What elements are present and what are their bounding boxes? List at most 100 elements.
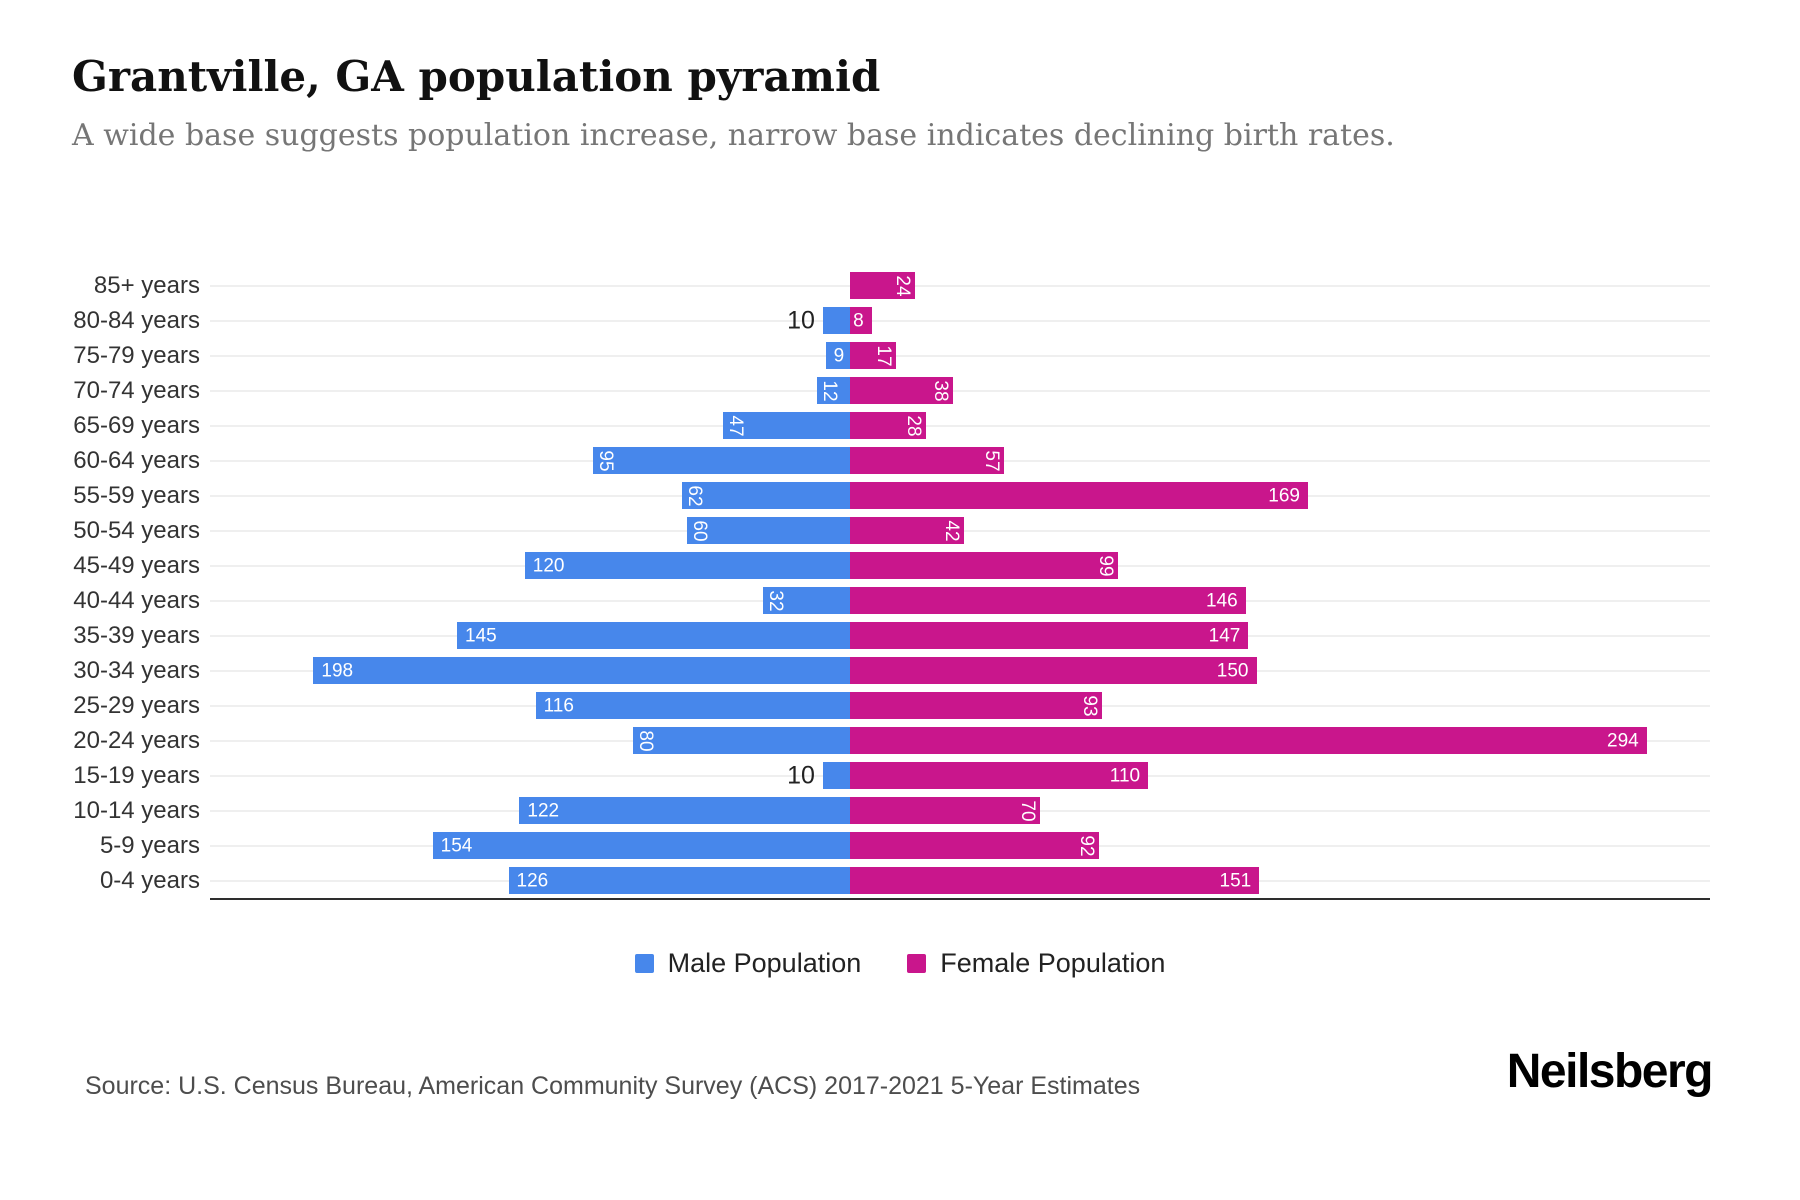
row-plot-area: 9 17: [210, 338, 1710, 373]
age-group-label: 30-34 years: [73, 656, 200, 684]
female-bar: 28: [850, 412, 926, 439]
female-bar-value: 110: [1109, 765, 1141, 786]
male-bar-value: 122: [527, 800, 560, 821]
row-plot-area: 116 93: [210, 688, 1710, 723]
male-bar: 198: [313, 657, 850, 684]
female-bar-value: 28: [902, 414, 924, 437]
male-bar-value-outside: 10: [787, 306, 815, 334]
male-bar: 95: [592, 447, 850, 474]
female-bar: 151: [850, 867, 1260, 894]
male-bar: 122: [519, 797, 850, 824]
age-row: 85+ years 24: [72, 268, 1710, 303]
female-bar-value: 151: [1219, 870, 1252, 891]
male-bar: 9: [825, 342, 850, 369]
age-row: 45-49 years 120 99: [72, 548, 1710, 583]
female-bar: 92: [850, 832, 1100, 859]
page-title: Grantville, GA population pyramid: [72, 52, 881, 101]
row-plot-area: 80 294: [210, 723, 1710, 758]
female-bar-value: 146: [1205, 590, 1238, 611]
female-bar: 147: [850, 622, 1249, 649]
source-attribution: Source: U.S. Census Bureau, American Com…: [85, 1072, 1141, 1100]
age-row: 30-34 years 198 150: [72, 653, 1710, 688]
row-plot-area: 60 42: [210, 513, 1710, 548]
male-bar-value: 198: [321, 660, 354, 681]
legend-item-male: Male Population: [634, 948, 862, 979]
male-bar-value: 32: [765, 589, 787, 612]
gridline: [210, 389, 1710, 392]
female-bar-value: 147: [1208, 625, 1241, 646]
age-row: 65-69 years 47 28: [72, 408, 1710, 443]
row-plot-area: 12 38: [210, 373, 1710, 408]
age-group-label: 70-74 years: [73, 376, 200, 404]
age-group-label: 35-39 years: [73, 621, 200, 649]
age-row: 55-59 years 62 169: [72, 478, 1710, 513]
female-bar-value: 99: [1095, 554, 1117, 577]
male-bar: 126: [508, 867, 850, 894]
age-group-label: 10-14 years: [73, 796, 200, 824]
male-bar: 62: [681, 482, 850, 509]
row-plot-area: 145 147: [210, 618, 1710, 653]
row-plot-area: 10 110: [210, 758, 1710, 793]
female-bar: 42: [850, 517, 964, 544]
male-bar: 12: [817, 377, 850, 404]
male-bar-value: 126: [516, 870, 549, 891]
age-group-label: 40-44 years: [73, 586, 200, 614]
age-group-label: 50-54 years: [73, 516, 200, 544]
age-group-label: 45-49 years: [73, 551, 200, 579]
female-bar: 38: [850, 377, 953, 404]
age-row: 25-29 years 116 93: [72, 688, 1710, 723]
male-bar-value: 120: [532, 555, 565, 576]
age-group-label: 60-64 years: [73, 446, 200, 474]
row-plot-area: 24: [210, 268, 1710, 303]
female-bar: 8: [850, 307, 872, 334]
row-plot-area: 32 146: [210, 583, 1710, 618]
male-bar: [822, 762, 850, 789]
age-group-label: 55-59 years: [73, 481, 200, 509]
female-bar-value: 169: [1268, 485, 1300, 506]
gridline: [210, 354, 1710, 357]
female-bar: 57: [850, 447, 1005, 474]
age-row: 70-74 years 12 38: [72, 373, 1710, 408]
male-bar-value: 116: [543, 695, 574, 716]
female-bar-value: 17: [872, 344, 894, 367]
age-group-label: 0-4 years: [99, 866, 200, 894]
female-bar: 110: [850, 762, 1149, 789]
male-bar-value-outside: 10: [787, 761, 815, 789]
male-bar: 145: [457, 622, 850, 649]
female-legend-swatch-icon: [907, 954, 927, 973]
row-plot-area: 122 70: [210, 793, 1710, 828]
age-row: 0-4 years 126 151: [72, 863, 1710, 898]
female-bar-value: 150: [1216, 660, 1249, 681]
male-bar: 60: [687, 517, 850, 544]
male-legend-label: Male Population: [667, 948, 862, 978]
male-bar: 32: [763, 587, 850, 614]
x-axis-line: [210, 898, 1710, 900]
female-bar: 146: [850, 587, 1246, 614]
legend-item-female: Female Population: [907, 948, 1165, 979]
row-plot-area: 62 169: [210, 478, 1710, 513]
age-group-label: 65-69 years: [73, 411, 200, 439]
neilsberg-logo: Neilsberg: [1506, 1045, 1714, 1098]
male-bar-value: 62: [684, 484, 706, 507]
gridline: [210, 319, 1710, 322]
male-bar-value: 154: [440, 835, 473, 856]
female-bar: 17: [850, 342, 897, 369]
row-plot-area: 10 8: [210, 303, 1710, 338]
age-row: 20-24 years 80 294: [72, 723, 1710, 758]
male-bar: 154: [432, 832, 850, 859]
female-bar-value: 38: [929, 379, 951, 402]
male-bar: 120: [524, 552, 850, 579]
age-row: 60-64 years 95 57: [72, 443, 1710, 478]
female-legend-label: Female Population: [940, 948, 1166, 978]
female-bar-value: 92: [1076, 834, 1098, 857]
female-bar: 24: [850, 272, 916, 299]
age-row: 40-44 years 32 146: [72, 583, 1710, 618]
male-bar: [822, 307, 850, 334]
age-row: 35-39 years 145 147: [72, 618, 1710, 653]
female-bar: 169: [850, 482, 1308, 509]
male-bar-value: 60: [689, 519, 711, 542]
row-plot-area: 154 92: [210, 828, 1710, 863]
row-plot-area: 95 57: [210, 443, 1710, 478]
female-bar: 150: [850, 657, 1257, 684]
chart-rows: 85+ years 24 80-84 years 10 8 75-79 years 9 17 7…: [72, 268, 1710, 898]
